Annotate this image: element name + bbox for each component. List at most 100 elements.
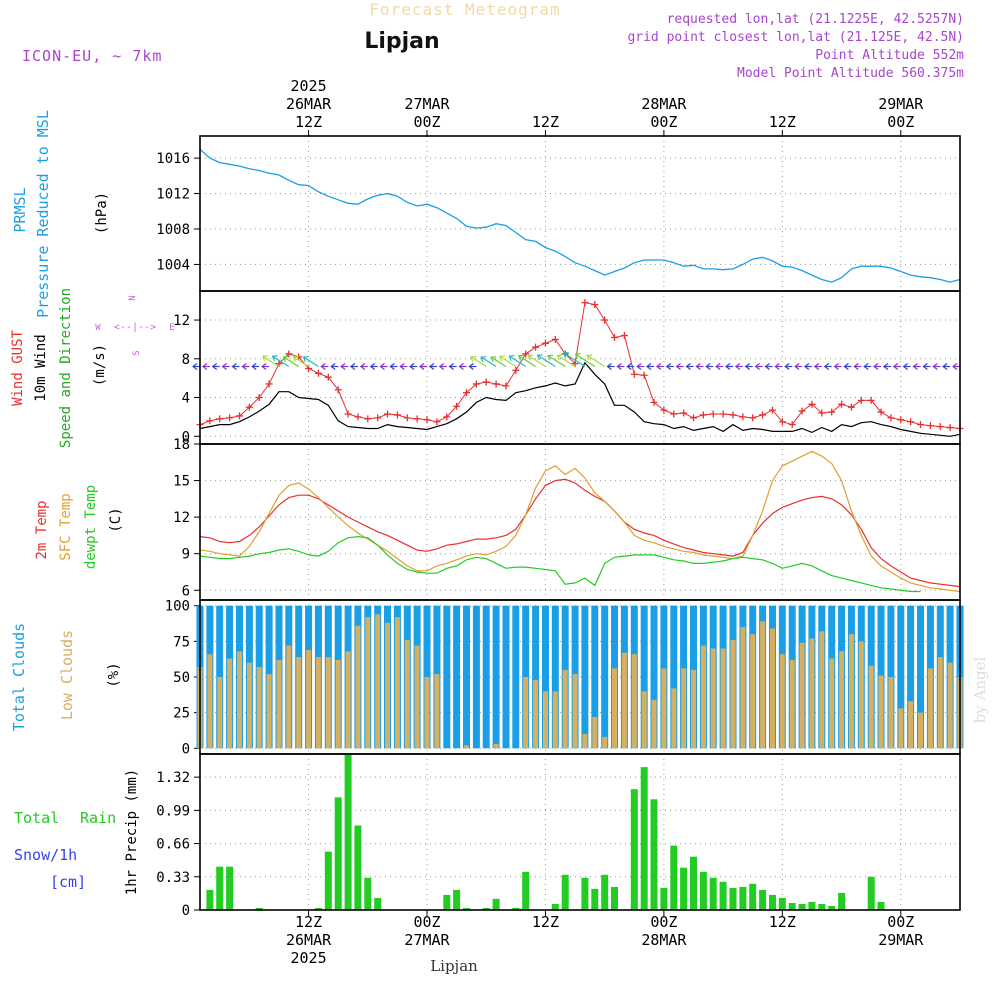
wind-arrow-head [902, 363, 908, 370]
wind-arrow-head [261, 363, 267, 370]
gust-marker [482, 378, 490, 386]
precip-bar [798, 904, 806, 910]
y-tick-label: 18 [173, 437, 190, 453]
low-cloud-bar [691, 669, 696, 749]
gust-marker [601, 316, 609, 324]
low-clouds-label: Low Clouds [58, 630, 76, 720]
y-tick-label: 4 [182, 391, 190, 407]
low-cloud-bar [543, 691, 548, 749]
wind-arrow-head [892, 363, 899, 370]
low-cloud-bar [770, 628, 775, 749]
precip-bar [443, 894, 451, 910]
gust-marker [532, 343, 540, 351]
wind-arrow-head [419, 363, 425, 370]
temp-2m-line [199, 478, 961, 588]
precip-bar [818, 904, 826, 910]
y-tick-label: 6 [182, 583, 190, 599]
pressure-panel: 1004 1008 1012 1016 [156, 135, 961, 292]
precip-bar [699, 871, 707, 910]
gust-marker [462, 389, 470, 397]
precip-bar [344, 754, 352, 910]
precip-bar [877, 901, 885, 910]
y-tick-label: 8 [182, 352, 190, 368]
y-tick-label: 15 [173, 474, 190, 490]
gust-marker [581, 299, 589, 307]
clouds-panel: 0 25 50 75 100 [165, 599, 964, 757]
gust-marker [364, 415, 372, 423]
gust-marker [887, 414, 895, 422]
compass-arrows: <--|--> [114, 322, 156, 333]
wind-arrow-head [754, 363, 760, 370]
precip-bar [709, 877, 717, 910]
wind-arrow-head [389, 363, 395, 370]
compass-s: S [132, 350, 142, 355]
time-label: 27MAR [404, 931, 450, 949]
low-cloud-bar [355, 625, 361, 749]
gust-marker [897, 416, 905, 424]
y-tick-label: 0 [182, 429, 190, 445]
wind-arrow-head [490, 356, 497, 363]
low-cloud-bar [256, 667, 262, 749]
low-cloud-bar [937, 657, 943, 749]
pressure-line [199, 148, 961, 283]
wind-direction-arrow [262, 355, 280, 368]
dewpoint-line [199, 535, 921, 593]
precip-bar [630, 789, 638, 910]
gust-marker [344, 410, 352, 418]
wind-arrow-head [359, 363, 366, 370]
wind-direction-arrow [586, 354, 606, 368]
gust-marker [512, 366, 520, 374]
precip-bar [739, 886, 747, 910]
gust-marker [216, 415, 224, 423]
precip-bar [719, 881, 727, 910]
low-cloud-bar [710, 648, 716, 749]
precip-bar [463, 908, 470, 910]
gust-marker [867, 396, 875, 404]
time-label: 26MAR [286, 95, 332, 113]
precip-bar [561, 874, 569, 910]
gust-marker [739, 413, 747, 421]
y-tick-label: 50 [173, 670, 190, 686]
low-cloud-bar [325, 657, 331, 749]
low-cloud-bar [335, 659, 341, 749]
precip-bar [522, 871, 530, 910]
gust-marker [472, 380, 480, 388]
wind-arrow-head [764, 363, 770, 370]
wind-direction-arrow [283, 356, 300, 368]
gust-marker [492, 380, 500, 388]
snow-unit: [cm] [50, 873, 86, 891]
wind-arrow-head [616, 363, 622, 370]
wind-arrow-head [379, 363, 385, 370]
gust-marker [640, 371, 648, 379]
gust-marker [719, 410, 727, 418]
direction-label: Speed and Direction [58, 288, 74, 448]
pressure-unit: (hPa) [94, 192, 110, 234]
wind-arrow-head [231, 363, 237, 370]
precip-bar [512, 908, 520, 910]
precip-bar [808, 901, 816, 910]
model-altitude: Model Point Altitude 560.375m [737, 66, 964, 81]
wind-direction-arrow [537, 354, 556, 368]
wind-arrow-head [480, 356, 487, 363]
time-label: 27MAR [404, 95, 450, 113]
low-cloud-bar [681, 668, 687, 749]
low-cloud-bar [414, 645, 420, 749]
low-cloud-bar [898, 708, 904, 749]
wind-arrow-head [873, 363, 879, 370]
total-cloud-bar [917, 605, 924, 749]
total-cloud-bar [492, 605, 500, 749]
low-cloud-bar [819, 631, 825, 749]
total-cloud-bar [542, 605, 549, 749]
gust-marker [334, 386, 342, 394]
wind-direction-arrow [527, 355, 546, 368]
low-cloud-bar [493, 744, 499, 749]
total-cloud-bar [532, 605, 540, 749]
gust-marker [838, 400, 846, 408]
wind-arrow-head [438, 363, 445, 370]
wind-arrow-head [912, 363, 918, 370]
precip-bar [482, 908, 490, 910]
wind-arrow-head [882, 363, 889, 370]
low-cloud-bar [809, 638, 815, 749]
wind-speed-line [199, 361, 961, 437]
